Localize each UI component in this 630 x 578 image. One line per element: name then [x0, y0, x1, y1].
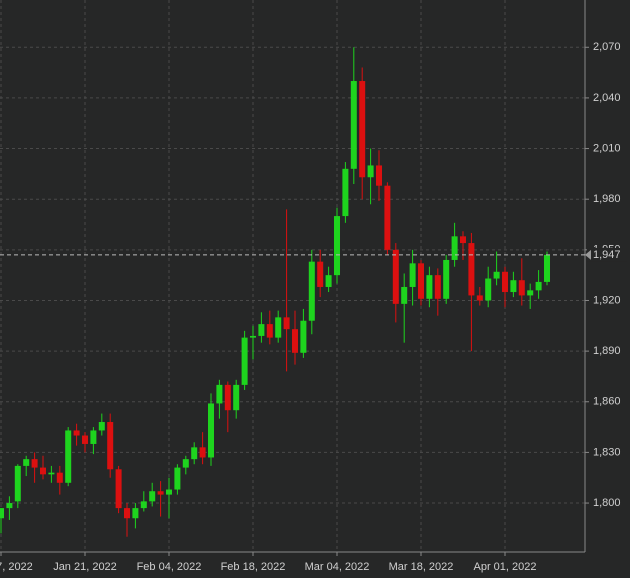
candle-body	[31, 459, 38, 468]
y-tick-label: 2,010	[593, 142, 621, 154]
candle-body	[350, 81, 357, 169]
candle-body	[73, 430, 80, 436]
candle-body	[266, 324, 273, 338]
candle-body	[342, 168, 349, 217]
candle-body	[14, 465, 21, 502]
candle-body	[384, 185, 391, 250]
candle-body	[502, 271, 508, 293]
x-tick-label: Jan 07, 2022	[0, 561, 33, 573]
candle-body	[434, 275, 441, 299]
candle-body	[544, 254, 550, 282]
candle-body	[409, 263, 416, 287]
candle-body	[451, 236, 458, 260]
x-tick-label: Jan 21, 2022	[53, 561, 117, 573]
candle-body	[317, 261, 324, 287]
candle-body	[23, 459, 30, 466]
candle-body	[233, 384, 240, 411]
candle-body	[241, 337, 248, 385]
x-tick-label: Feb 04, 2022	[137, 561, 202, 573]
last-price-label: 1,947	[593, 249, 621, 261]
candle-body	[258, 324, 265, 336]
candle-body	[98, 422, 105, 431]
candle-body	[208, 403, 214, 458]
candle-body	[376, 165, 382, 186]
candle-body	[401, 286, 408, 304]
y-tick-label: 1,860	[593, 396, 621, 408]
x-tick-label: Mar 04, 2022	[305, 561, 370, 573]
candle-body	[359, 81, 366, 178]
candle-body	[48, 472, 55, 475]
candle-body	[493, 271, 500, 279]
y-tick-label: 1,890	[593, 345, 621, 357]
candle-body	[6, 503, 13, 509]
candle-body	[166, 489, 172, 495]
y-tick-label: 2,070	[593, 41, 621, 53]
candle-body	[107, 422, 114, 470]
candle-body	[300, 320, 307, 353]
candle-body	[250, 335, 256, 338]
x-tick-label: Apr 01, 2022	[474, 561, 537, 573]
y-tick-label: 1,830	[593, 446, 621, 458]
candle-body	[510, 280, 517, 293]
x-tick-label: Mar 18, 2022	[389, 561, 454, 573]
candle-body	[443, 259, 450, 299]
candle-body	[308, 261, 315, 321]
candle-body	[275, 317, 282, 338]
candle-body	[460, 236, 466, 244]
y-tick-label: 1,800	[593, 497, 621, 509]
candle-body	[182, 459, 189, 468]
candle-body	[468, 243, 475, 296]
candle-body	[82, 435, 88, 444]
candle-body	[418, 263, 424, 299]
candle-body	[124, 508, 130, 519]
candle-body	[56, 472, 63, 483]
candle-body	[476, 295, 483, 301]
last-price-marker	[585, 249, 591, 260]
candle-body	[426, 275, 433, 299]
candle-body	[535, 281, 542, 291]
candle-body	[115, 469, 122, 509]
candle-body	[140, 501, 147, 509]
last-price-box	[587, 247, 627, 262]
candle-body	[485, 278, 492, 301]
candle-body	[132, 508, 139, 519]
candle-body	[224, 384, 231, 411]
candle-body	[325, 275, 332, 287]
candle-body	[518, 280, 525, 296]
candle-body	[199, 447, 206, 458]
candle-body	[527, 290, 534, 296]
candle-body	[0, 508, 4, 519]
candle-body	[65, 430, 72, 483]
candle-body	[157, 491, 164, 495]
candle-body	[191, 447, 198, 460]
candle-body	[40, 467, 46, 475]
candle-body	[90, 430, 97, 444]
y-tick-label: 1,920	[593, 294, 621, 306]
candle-body	[216, 384, 223, 404]
y-tick-label: 2,040	[593, 92, 621, 104]
candle-body	[174, 467, 181, 490]
candle-body	[283, 317, 290, 330]
x-tick-label: Feb 18, 2022	[221, 561, 286, 573]
candle-body	[392, 249, 399, 304]
candle-body	[334, 216, 340, 276]
y-tick-label: 1,980	[593, 193, 621, 205]
candle-body	[367, 165, 374, 178]
candle-body	[149, 491, 156, 502]
candle-body	[292, 329, 298, 353]
